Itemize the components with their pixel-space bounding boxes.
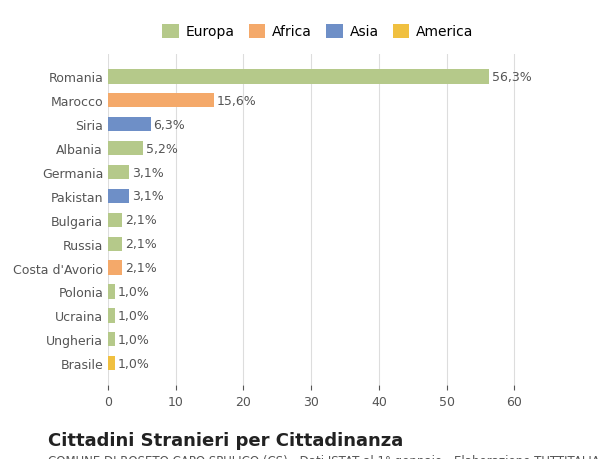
- Bar: [108, 356, 115, 370]
- Text: 5,2%: 5,2%: [146, 142, 178, 155]
- Bar: [108, 94, 214, 108]
- Bar: [108, 308, 115, 323]
- Bar: [108, 118, 151, 132]
- Text: 3,1%: 3,1%: [132, 190, 163, 203]
- Bar: [108, 142, 143, 156]
- Bar: [108, 213, 122, 228]
- Text: 1,0%: 1,0%: [118, 357, 149, 370]
- Bar: [108, 166, 129, 180]
- Text: COMUNE DI ROSETO CAPO SPULICO (CS) - Dati ISTAT al 1° gennaio - Elaborazione TUT: COMUNE DI ROSETO CAPO SPULICO (CS) - Dat…: [48, 454, 600, 459]
- Bar: [108, 70, 490, 84]
- Text: 56,3%: 56,3%: [492, 71, 532, 84]
- Text: 15,6%: 15,6%: [217, 95, 256, 107]
- Text: 1,0%: 1,0%: [118, 309, 149, 322]
- Text: 1,0%: 1,0%: [118, 285, 149, 298]
- Text: 3,1%: 3,1%: [132, 166, 163, 179]
- Bar: [108, 332, 115, 347]
- Bar: [108, 261, 122, 275]
- Text: 2,1%: 2,1%: [125, 214, 157, 227]
- Text: 6,3%: 6,3%: [154, 118, 185, 131]
- Text: Cittadini Stranieri per Cittadinanza: Cittadini Stranieri per Cittadinanza: [48, 431, 403, 449]
- Text: 1,0%: 1,0%: [118, 333, 149, 346]
- Text: 2,1%: 2,1%: [125, 262, 157, 274]
- Bar: [108, 285, 115, 299]
- Bar: [108, 237, 122, 252]
- Legend: Europa, Africa, Asia, America: Europa, Africa, Asia, America: [157, 19, 479, 45]
- Text: 2,1%: 2,1%: [125, 238, 157, 251]
- Bar: [108, 189, 129, 204]
